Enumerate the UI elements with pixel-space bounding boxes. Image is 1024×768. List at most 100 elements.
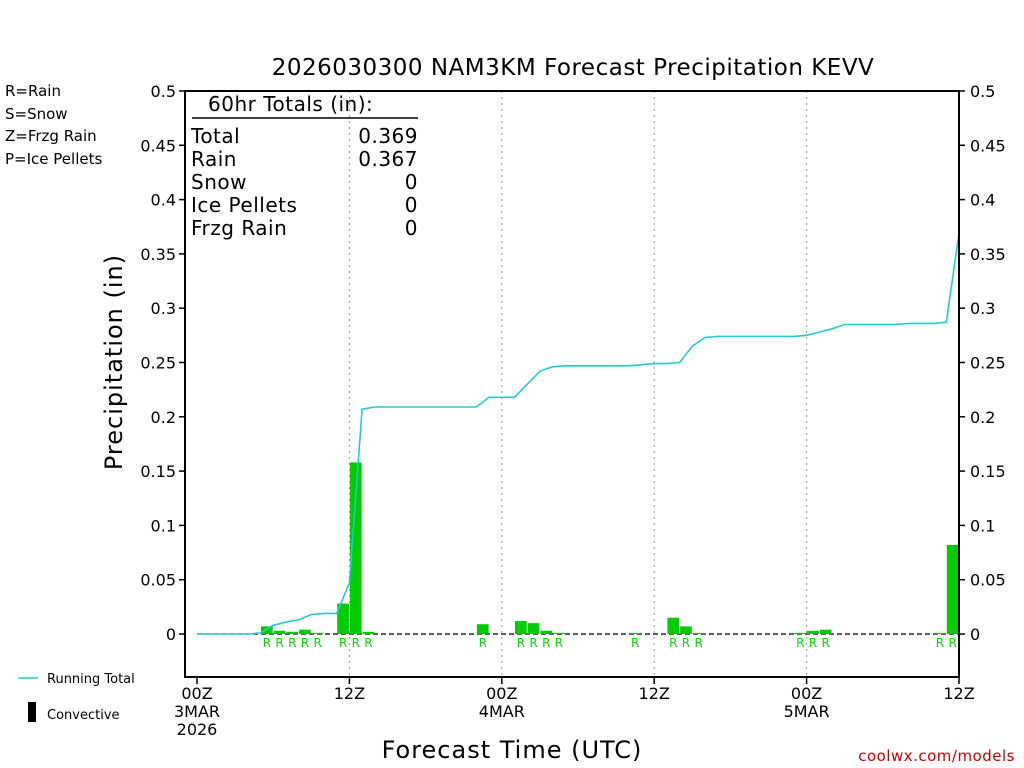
x-tick-label: 00Z bbox=[791, 684, 822, 703]
precip-bar bbox=[540, 630, 553, 634]
totals-row-value: 0 bbox=[405, 193, 418, 217]
legend-frzg-rain: Z=Frzg Rain bbox=[5, 127, 97, 145]
precip-type-label: R bbox=[796, 636, 804, 650]
precip-bar bbox=[934, 632, 946, 634]
chart-title: 2026030300 NAM3KM Forecast Precipitation… bbox=[272, 55, 875, 81]
precip-type-label: R bbox=[352, 636, 360, 650]
precip-type-label: R bbox=[479, 636, 487, 650]
y-tick-label-left: 0 bbox=[166, 625, 176, 644]
running-total-line bbox=[197, 233, 960, 635]
precip-bar bbox=[629, 632, 641, 634]
precip-bar bbox=[337, 603, 349, 634]
y-tick-label-left: 0.1 bbox=[151, 516, 176, 535]
y-tick-label-right: 0.25 bbox=[970, 354, 1006, 373]
totals-row-value: 0.367 bbox=[358, 147, 418, 171]
totals-row-value: 0.369 bbox=[358, 124, 418, 148]
y-tick-label-right: 0.3 bbox=[970, 299, 995, 318]
precip-bar bbox=[273, 630, 286, 634]
legend-running-total: Running Total bbox=[47, 672, 135, 687]
precip-type-label: R bbox=[339, 636, 347, 650]
totals-row-label: Snow bbox=[191, 170, 247, 194]
precip-bar bbox=[286, 631, 299, 634]
plot-frame bbox=[184, 90, 960, 678]
y-tick-label-left: 0.45 bbox=[140, 136, 176, 155]
precip-bar bbox=[527, 623, 540, 634]
totals-row-label: Frzg Rain bbox=[191, 216, 287, 240]
convective-swatch bbox=[28, 702, 36, 722]
grid-layer bbox=[348, 91, 808, 677]
precip-bar bbox=[680, 626, 692, 634]
y-tick-label-left: 0.5 bbox=[151, 82, 176, 101]
x-tick-label: 5MAR bbox=[784, 702, 830, 721]
totals-row-label: Rain bbox=[191, 147, 237, 171]
x-tick-label: 12Z bbox=[639, 684, 670, 703]
y-tick-label-left: 0.2 bbox=[151, 408, 176, 427]
precip-type-label: R bbox=[301, 636, 309, 650]
totals-row-value: 0 bbox=[405, 170, 418, 194]
legend-convective: Convective bbox=[47, 708, 120, 723]
precip-type-label: R bbox=[948, 636, 956, 650]
running-total-layer bbox=[197, 233, 960, 635]
precip-bar bbox=[667, 617, 680, 634]
x-tick-label: 3MAR bbox=[174, 702, 220, 721]
y-tick-label-left: 0.25 bbox=[140, 354, 176, 373]
precip-type-label: R bbox=[555, 636, 563, 650]
x-tick-label: 12Z bbox=[334, 684, 365, 703]
x-tick-label: 2026 bbox=[177, 720, 218, 739]
x-tick-label: 00Z bbox=[181, 684, 212, 703]
y-tick-label-right: 0.1 bbox=[970, 516, 995, 535]
y-tick-label-right: 0.35 bbox=[970, 245, 1006, 264]
totals-heading: 60hr Totals (in): bbox=[208, 92, 373, 116]
precip-bar bbox=[553, 632, 565, 634]
precip-bar bbox=[299, 629, 311, 634]
precip-type-label: R bbox=[694, 636, 702, 650]
precip-bar bbox=[362, 631, 375, 634]
precip-type-label: R bbox=[682, 636, 690, 650]
totals-row-value: 0 bbox=[405, 216, 418, 240]
precip-type-label: R bbox=[936, 636, 944, 650]
x-tick-label: 00Z bbox=[486, 684, 517, 703]
precip-type-label: R bbox=[631, 636, 639, 650]
legend-snow: S=Snow bbox=[5, 105, 68, 123]
credit-text: coolwx.com/models bbox=[858, 747, 1015, 765]
bottom-legend: Running Total Convective bbox=[18, 672, 135, 723]
precip-type-label: R bbox=[288, 636, 296, 650]
precip-type-label: R bbox=[821, 636, 829, 650]
precip-type-label: R bbox=[275, 636, 283, 650]
y-tick-label-left: 0.35 bbox=[140, 245, 176, 264]
precip-type-label: R bbox=[542, 636, 550, 650]
y-axis-title: Precipitation (in) bbox=[100, 254, 128, 470]
bars-layer bbox=[261, 462, 959, 634]
y-tick-label-left: 0.3 bbox=[151, 299, 176, 318]
precip-type-label: R bbox=[364, 636, 372, 650]
precip-bar bbox=[946, 544, 959, 634]
y-tick-label-right: 0 bbox=[970, 625, 980, 644]
precip-type-label: R bbox=[313, 636, 321, 650]
legend-ice-pellets: P=Ice Pellets bbox=[5, 150, 102, 168]
precip-bar bbox=[819, 629, 832, 634]
y-tick-label-right: 0.5 bbox=[970, 82, 995, 101]
precip-bar bbox=[261, 626, 273, 634]
precip-type-label: R bbox=[809, 636, 817, 650]
precip-type-label: R bbox=[263, 636, 271, 650]
precip-type-label: R bbox=[517, 636, 525, 650]
ticks-layer: 0 00.05 0.050.1 0.10.15 0.150.2 0.20.25 0.250.… bbox=[140, 82, 1005, 739]
totals-row-label: Ice Pellets bbox=[191, 193, 297, 217]
precip-bar bbox=[692, 632, 705, 634]
precip-type-legend: R=Rain S=Snow Z=Frzg Rain P=Ice Pellets bbox=[5, 82, 102, 168]
y-tick-label-right: 0.15 bbox=[970, 462, 1006, 481]
precip-bar bbox=[476, 624, 489, 634]
x-tick-label: 4MAR bbox=[479, 702, 525, 721]
y-tick-label-right: 0.2 bbox=[970, 408, 995, 427]
precip-bar bbox=[515, 620, 527, 634]
legend-rain: R=Rain bbox=[5, 82, 61, 100]
precip-bar bbox=[794, 632, 807, 634]
precip-type-label: R bbox=[529, 636, 537, 650]
totals-row-label: Total bbox=[190, 124, 240, 148]
precip-bar bbox=[807, 630, 819, 634]
x-axis-title: Forecast Time (UTC) bbox=[382, 736, 643, 764]
y-tick-label-left: 0.15 bbox=[140, 462, 176, 481]
y-tick-label-left: 0.4 bbox=[151, 191, 176, 210]
